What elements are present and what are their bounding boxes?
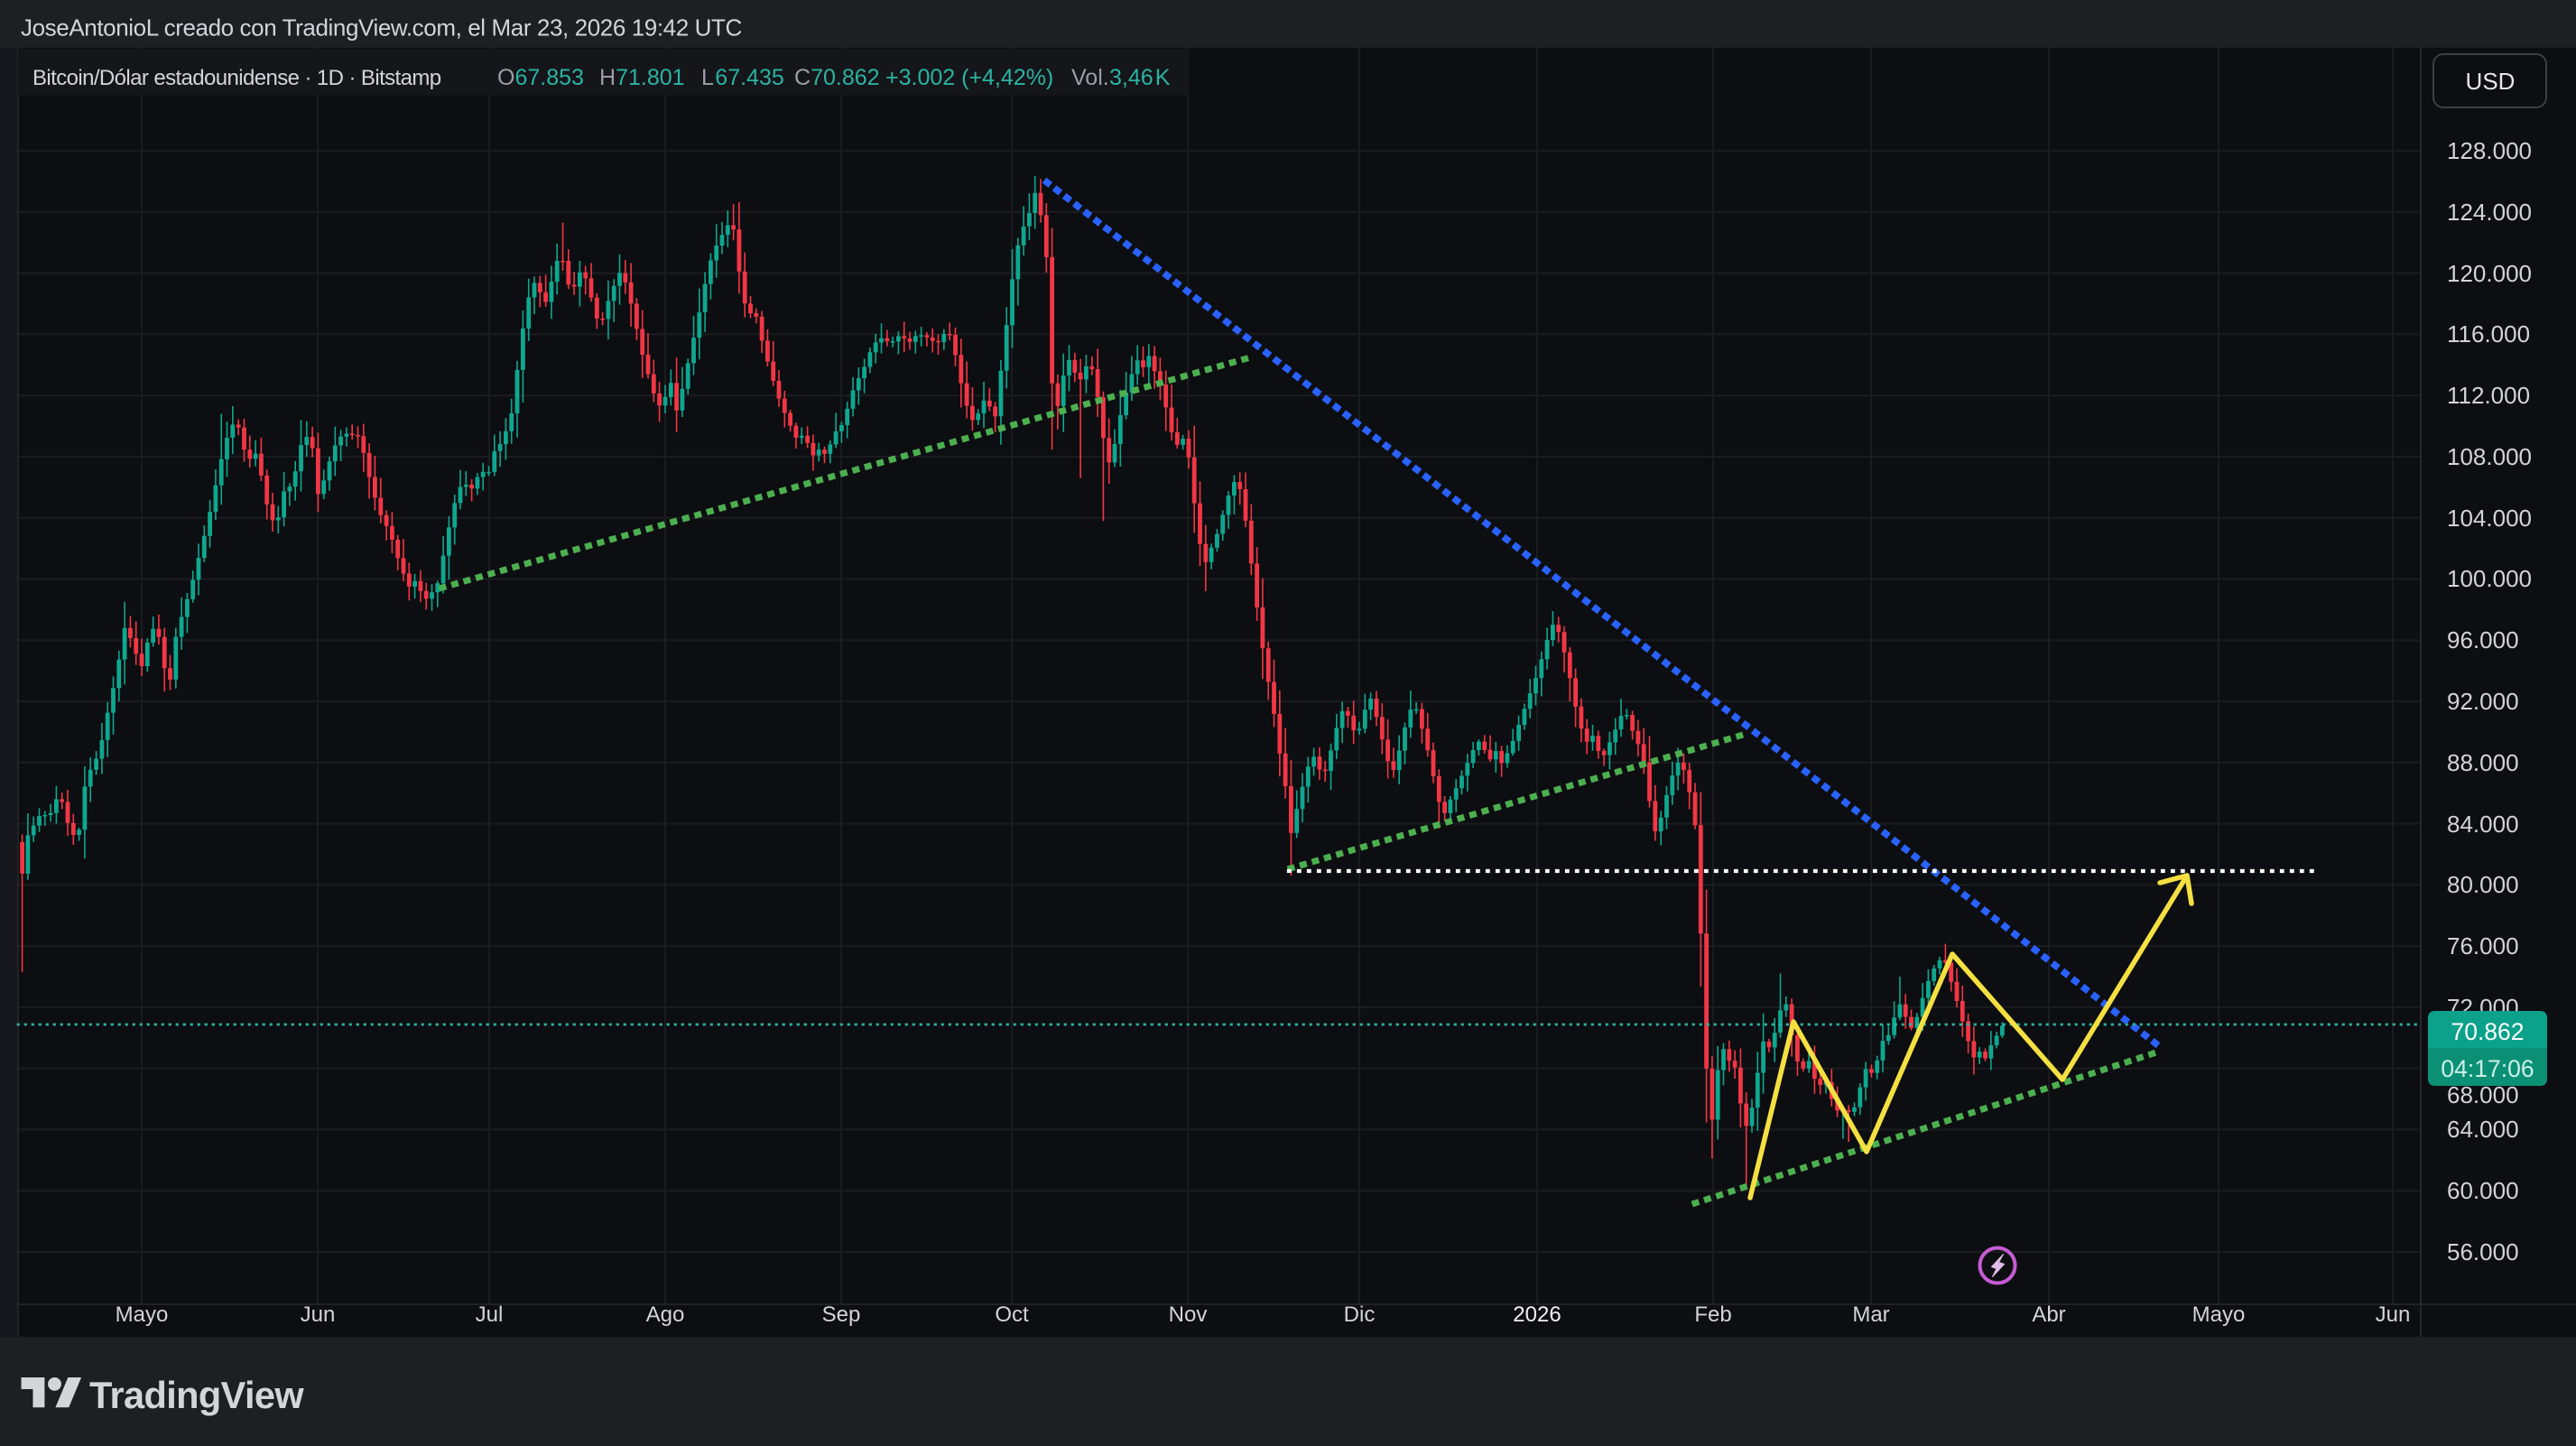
svg-text:92.000: 92.000	[2447, 688, 2519, 715]
svg-text:104.000: 104.000	[2447, 505, 2532, 532]
svg-text:Mayo: Mayo	[2192, 1302, 2246, 1327]
svg-text:60.000: 60.000	[2447, 1177, 2519, 1204]
svg-text:Bitcoin/Dólar estadounidense ·: Bitcoin/Dólar estadounidense · 1D · Bits…	[32, 66, 441, 90]
svg-text:67.853: 67.853	[515, 65, 584, 90]
svg-text:67.435: 67.435	[715, 65, 783, 90]
svg-text:124.000: 124.000	[2447, 199, 2532, 226]
svg-text:120.000: 120.000	[2447, 260, 2532, 287]
svg-text:Nov: Nov	[1169, 1302, 1208, 1327]
svg-text:C: C	[794, 65, 811, 90]
svg-text:96.000: 96.000	[2447, 626, 2519, 653]
svg-text:USD: USD	[2466, 68, 2516, 95]
svg-text:H: H	[599, 65, 616, 90]
svg-text:84.000: 84.000	[2447, 811, 2519, 838]
svg-text:Jun: Jun	[301, 1302, 336, 1327]
svg-text:128.000: 128.000	[2447, 137, 2532, 164]
svg-text:70.862: 70.862	[811, 65, 879, 90]
svg-text:Ago: Ago	[646, 1302, 685, 1327]
svg-text:Dic: Dic	[1344, 1302, 1376, 1327]
svg-text:56.000: 56.000	[2447, 1238, 2519, 1265]
svg-text:116.000: 116.000	[2447, 320, 2530, 348]
svg-text:80.000: 80.000	[2447, 871, 2519, 898]
svg-text:88.000: 88.000	[2447, 749, 2519, 776]
svg-text:Oct: Oct	[995, 1302, 1029, 1327]
svg-text:Jun: Jun	[2376, 1302, 2411, 1327]
svg-text:2026: 2026	[1513, 1302, 1561, 1327]
svg-text:JoseAntonioL creado con Tradin: JoseAntonioL creado con TradingView.com,…	[21, 14, 742, 42]
svg-text:71.801: 71.801	[616, 65, 684, 90]
svg-text:3,46 K: 3,46 K	[1109, 65, 1171, 90]
svg-text:Jul: Jul	[476, 1302, 504, 1327]
svg-text:76.000: 76.000	[2447, 932, 2519, 959]
svg-text:100.000: 100.000	[2447, 565, 2532, 592]
svg-text:L: L	[701, 65, 714, 90]
svg-text:Vol.: Vol.	[1071, 65, 1109, 90]
svg-text:Mar: Mar	[1852, 1302, 1889, 1327]
svg-text:70.862: 70.862	[2451, 1018, 2524, 1045]
svg-text:Sep: Sep	[822, 1302, 861, 1327]
svg-text:04:17:06: 04:17:06	[2441, 1055, 2534, 1082]
svg-text:Mayo: Mayo	[116, 1302, 169, 1327]
svg-text:64.000: 64.000	[2447, 1116, 2519, 1143]
svg-text:Abr: Abr	[2032, 1302, 2065, 1327]
svg-text:TradingView: TradingView	[89, 1374, 304, 1416]
svg-text:112.000: 112.000	[2447, 382, 2530, 409]
svg-text:108.000: 108.000	[2447, 443, 2532, 470]
svg-text:O: O	[497, 65, 514, 90]
svg-text:+3.002 (+4,42%): +3.002 (+4,42%)	[885, 65, 1053, 90]
svg-text:Feb: Feb	[1694, 1302, 1731, 1327]
